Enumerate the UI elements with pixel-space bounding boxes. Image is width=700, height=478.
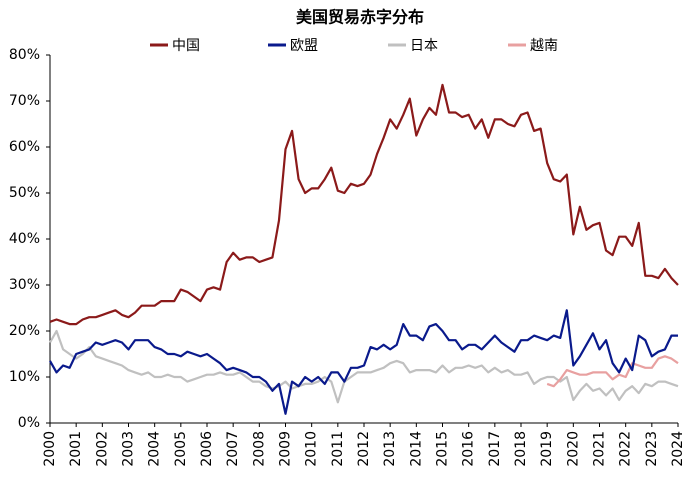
x-tick-label: 2019	[539, 431, 555, 467]
series-line	[49, 329, 679, 404]
legend-label: 越南	[530, 38, 558, 54]
x-tick-label: 2004	[147, 431, 163, 467]
x-tick-label: 2001	[68, 431, 84, 467]
x-tick-label: 2006	[199, 431, 215, 467]
x-tick-label: 2015	[435, 431, 451, 467]
x-tick-label: 2002	[94, 431, 110, 467]
x-tick-label: 2007	[225, 431, 241, 467]
x-tick-label: 2020	[565, 431, 581, 467]
y-tick-label: 20%	[9, 323, 40, 339]
y-tick-label: 10%	[9, 369, 40, 385]
x-tick-label: 2003	[121, 431, 137, 467]
y-tick-label: 60%	[9, 139, 40, 155]
legend-label: 日本	[410, 38, 438, 54]
x-tick-label: 2021	[592, 431, 608, 467]
chart-title: 美国贸易赤字分布	[296, 8, 424, 27]
x-tick-label: 2011	[330, 431, 346, 467]
legend-label: 欧盟	[290, 38, 318, 54]
x-tick-label: 2005	[173, 431, 189, 467]
legend-label: 中国	[172, 38, 200, 54]
series-line	[546, 355, 679, 388]
x-tick-label: 2013	[382, 431, 398, 467]
x-tick-label: 2022	[618, 431, 634, 467]
y-tick-label: 40%	[9, 231, 40, 247]
y-tick-label: 50%	[9, 185, 40, 201]
x-tick-label: 2012	[356, 431, 372, 467]
x-tick-label: 2023	[644, 431, 660, 467]
x-tick-label: 2018	[513, 431, 529, 467]
y-tick-label: 70%	[9, 93, 40, 109]
y-tick-label: 0%	[18, 415, 40, 431]
x-tick-label: 2024	[670, 431, 686, 467]
x-tick-label: 2017	[487, 431, 503, 467]
x-tick-label: 2016	[461, 431, 477, 467]
y-tick-label: 80%	[9, 47, 40, 63]
series-line	[49, 83, 679, 326]
x-tick-label: 2009	[278, 431, 294, 467]
x-tick-label: 2010	[304, 431, 320, 467]
x-tick-label: 2000	[42, 431, 58, 467]
x-tick-label: 2008	[251, 431, 267, 467]
y-tick-label: 30%	[9, 277, 40, 293]
series-line	[49, 309, 678, 415]
x-tick-label: 2014	[408, 431, 424, 467]
